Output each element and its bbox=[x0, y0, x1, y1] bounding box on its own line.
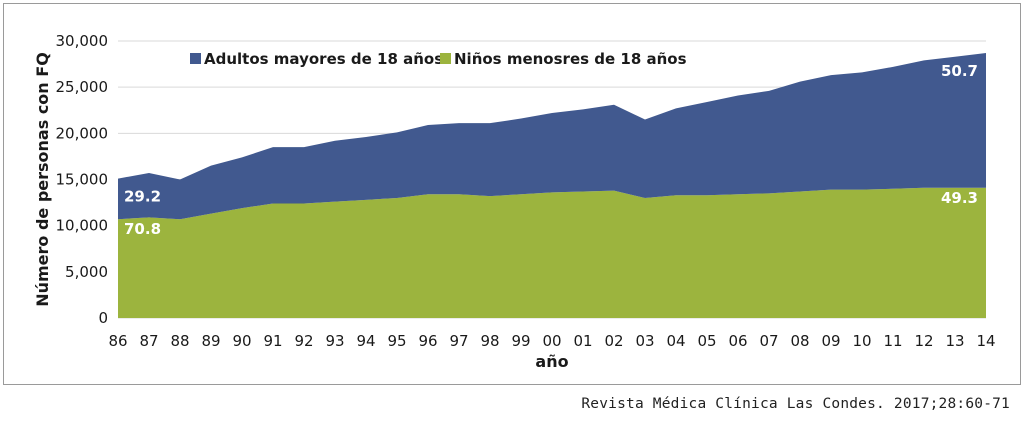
x-tick-label: 93 bbox=[325, 332, 344, 350]
area-series-0 bbox=[118, 187, 986, 318]
x-tick-label: 89 bbox=[201, 332, 220, 350]
legend-swatch bbox=[190, 53, 201, 64]
x-tick-label: 10 bbox=[852, 332, 871, 350]
x-tick-label: 14 bbox=[976, 332, 995, 350]
y-tick-label: 10,000 bbox=[56, 217, 109, 235]
annotation-layer: 29.2 70.8 50.7 49.3 bbox=[124, 62, 978, 238]
x-tick-label: 03 bbox=[635, 332, 654, 350]
x-tick-label: 01 bbox=[573, 332, 592, 350]
chart-frame: 0 5,000 10,000 15,000 20,000 25,000 30,000 86 8… bbox=[3, 3, 1021, 385]
x-axis: 86 87 88 89 90 91 92 93 94 95 96 97 98 99 00 01 02 03 04 05… bbox=[108, 332, 995, 350]
data-label: 70.8 bbox=[124, 220, 161, 238]
x-tick-label: 11 bbox=[883, 332, 902, 350]
x-tick-label: 97 bbox=[449, 332, 468, 350]
x-tick-label: 09 bbox=[821, 332, 840, 350]
y-tick-label: 0 bbox=[98, 309, 108, 327]
data-label: 50.7 bbox=[941, 62, 978, 80]
y-axis: 0 5,000 10,000 15,000 20,000 25,000 30,000 bbox=[56, 32, 109, 327]
x-tick-label: 00 bbox=[542, 332, 561, 350]
x-tick-label: 98 bbox=[480, 332, 499, 350]
y-tick-label: 30,000 bbox=[56, 32, 109, 50]
x-tick-label: 86 bbox=[108, 332, 127, 350]
x-tick-label: 07 bbox=[759, 332, 778, 350]
legend-swatch bbox=[440, 53, 451, 64]
x-tick-label: 92 bbox=[294, 332, 313, 350]
legend-label: Niños menosres de 18 años bbox=[454, 50, 687, 68]
x-tick-label: 91 bbox=[263, 332, 282, 350]
citation: Revista Médica Clínica Las Condes. 2017;… bbox=[581, 396, 1010, 412]
x-tick-label: 87 bbox=[139, 332, 158, 350]
area-series-1 bbox=[118, 53, 986, 220]
y-tick-label: 25,000 bbox=[56, 78, 109, 96]
x-tick-label: 02 bbox=[604, 332, 623, 350]
y-tick-label: 20,000 bbox=[56, 124, 109, 142]
x-tick-label: 04 bbox=[666, 332, 685, 350]
x-tick-label: 05 bbox=[697, 332, 716, 350]
x-axis-title: año bbox=[535, 352, 568, 371]
data-label: 49.3 bbox=[941, 189, 978, 207]
x-tick-label: 12 bbox=[914, 332, 933, 350]
y-tick-label: 5,000 bbox=[65, 263, 108, 281]
x-tick-label: 94 bbox=[356, 332, 375, 350]
x-tick-label: 90 bbox=[232, 332, 251, 350]
x-tick-label: 88 bbox=[170, 332, 189, 350]
x-tick-label: 96 bbox=[418, 332, 437, 350]
x-tick-label: 06 bbox=[728, 332, 747, 350]
x-tick-label: 95 bbox=[387, 332, 406, 350]
legend: Adultos mayores de 18 años Niños menosres… bbox=[190, 50, 687, 68]
x-tick-label: 08 bbox=[790, 332, 809, 350]
y-tick-label: 15,000 bbox=[56, 171, 109, 189]
x-tick-label: 99 bbox=[511, 332, 530, 350]
area-layer bbox=[118, 53, 986, 318]
x-tick-label: 13 bbox=[945, 332, 964, 350]
y-axis-title: Número de personas con FQ bbox=[33, 52, 52, 307]
data-label: 29.2 bbox=[124, 188, 161, 206]
legend-label: Adultos mayores de 18 años bbox=[204, 50, 443, 68]
